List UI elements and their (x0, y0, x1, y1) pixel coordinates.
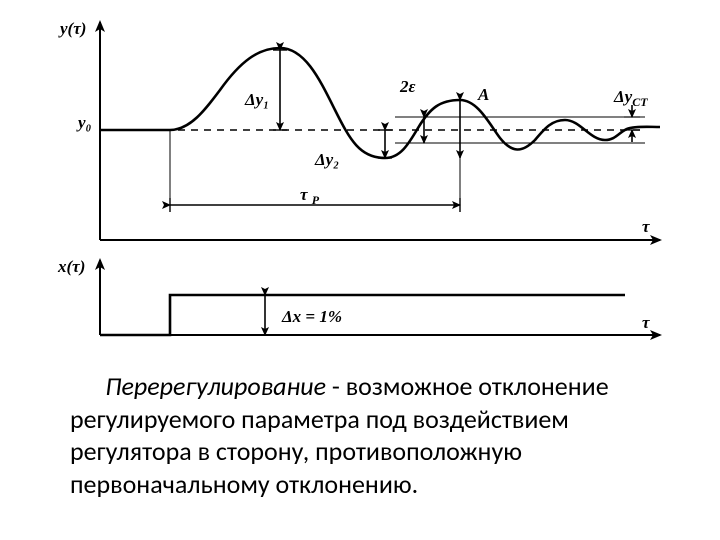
response-diagram: y(τ) τ y₀ Δy₁ Δy₂ 2ε A ΔyCT τ P x(τ) τ Δx = 1% (0, 0, 720, 360)
svg-text:Δy₂: Δy₂ (314, 150, 339, 169)
bottom-plot: x(τ) τ Δx = 1% (57, 257, 660, 335)
svg-text:Δy₁: Δy₁ (244, 90, 269, 109)
svg-text:2ε: 2ε (399, 77, 416, 96)
svg-text:ΔyCT: ΔyCT (613, 87, 648, 109)
svg-text:τ: τ (642, 217, 650, 236)
svg-text:τ: τ (642, 313, 650, 332)
svg-text:τ P: τ P (300, 185, 320, 207)
top-plot: y(τ) τ y₀ Δy₁ Δy₂ 2ε A ΔyCT τ P (58, 19, 660, 240)
svg-text:A: A (477, 85, 489, 104)
term: Перерегулирование (105, 370, 326, 402)
caption-paragraph: Перерегулирование - возможное отклонение… (70, 370, 650, 500)
svg-text:y(τ): y(τ) (58, 19, 86, 38)
svg-text:x(τ): x(τ) (57, 257, 85, 276)
svg-text:y₀: y₀ (76, 113, 92, 132)
svg-text:Δx = 1%: Δx = 1% (281, 307, 342, 326)
